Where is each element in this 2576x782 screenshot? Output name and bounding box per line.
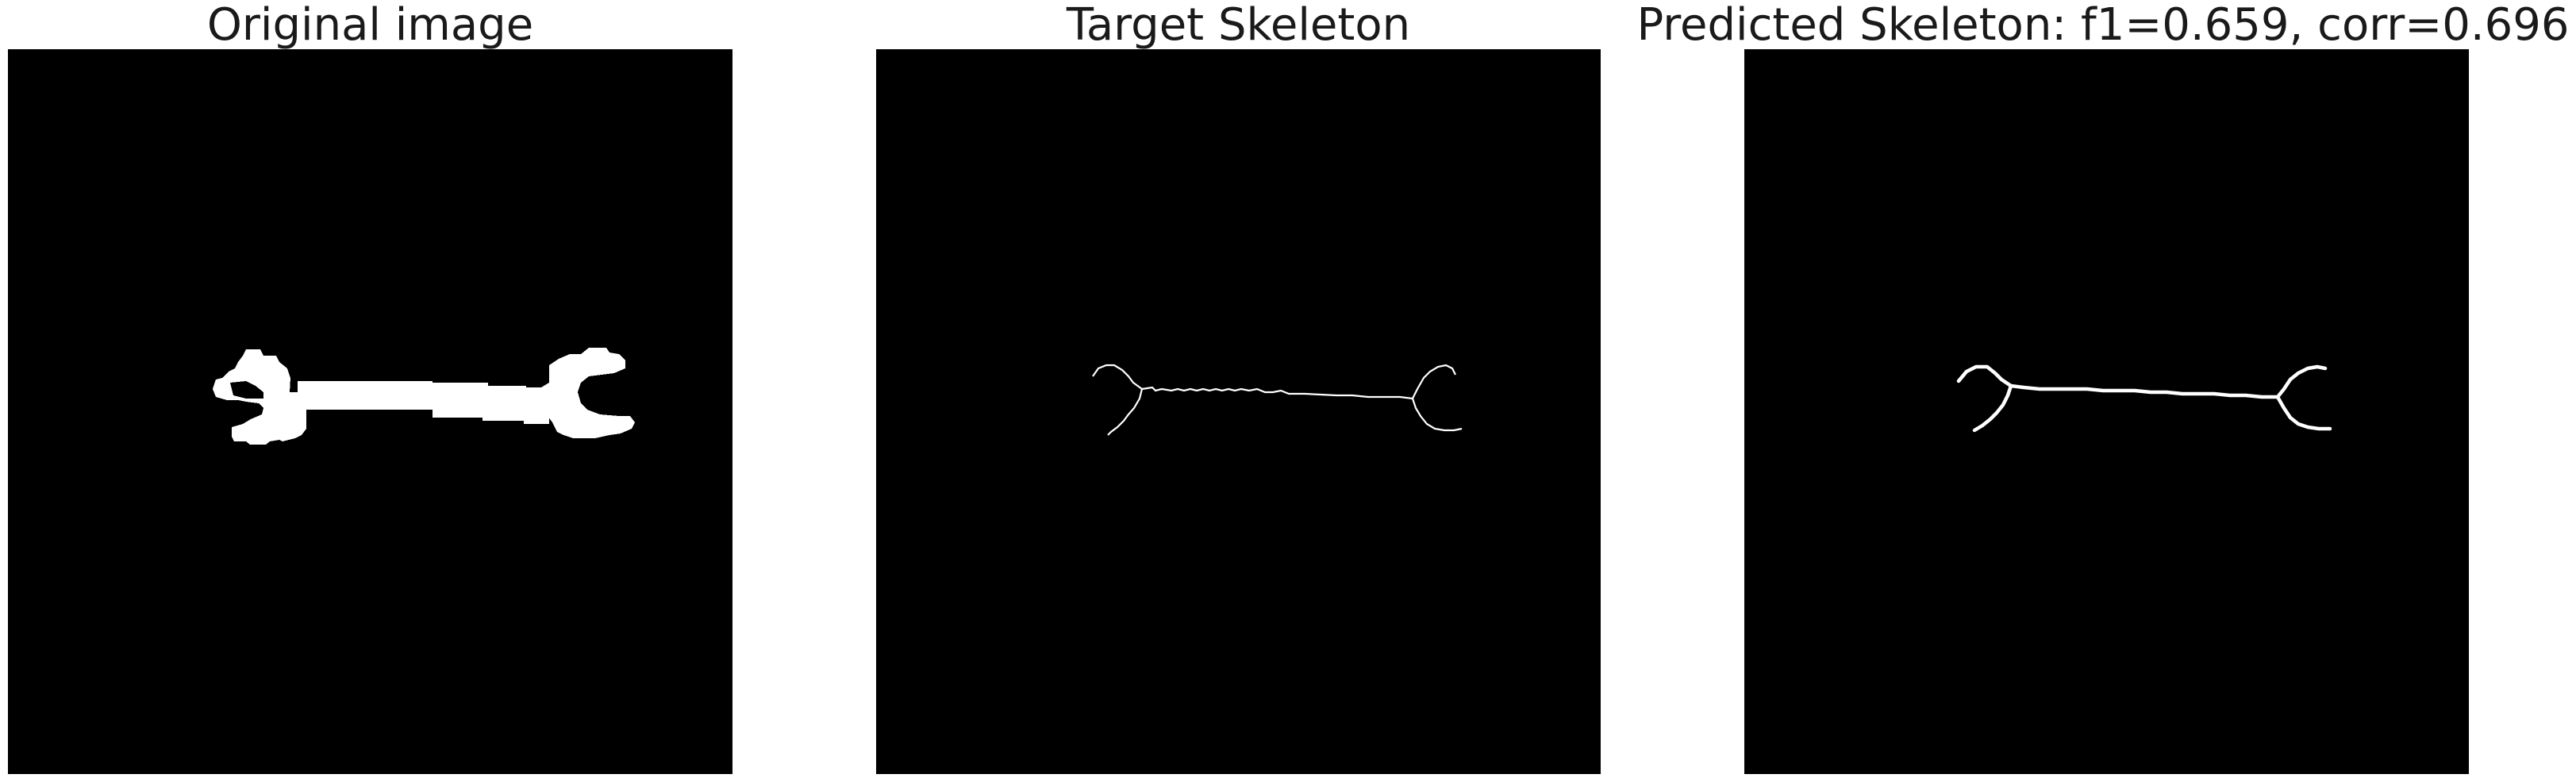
wrench-silhouette-image <box>213 348 635 445</box>
panel-title-predicted-skeleton: Predicted Skeleton: f1=0.659, corr=0.696 <box>1636 0 2570 51</box>
target-skeleton-image <box>1092 364 1463 436</box>
predicted-skeleton-panel <box>1744 49 2469 774</box>
panel-title-target-skeleton: Target Skeleton <box>1066 0 1411 51</box>
predicted-skeleton-image <box>1956 364 2332 433</box>
target-skeleton-panel <box>876 49 1601 774</box>
original-image-panel <box>8 49 732 774</box>
panel-title-original: Original image <box>206 0 534 51</box>
